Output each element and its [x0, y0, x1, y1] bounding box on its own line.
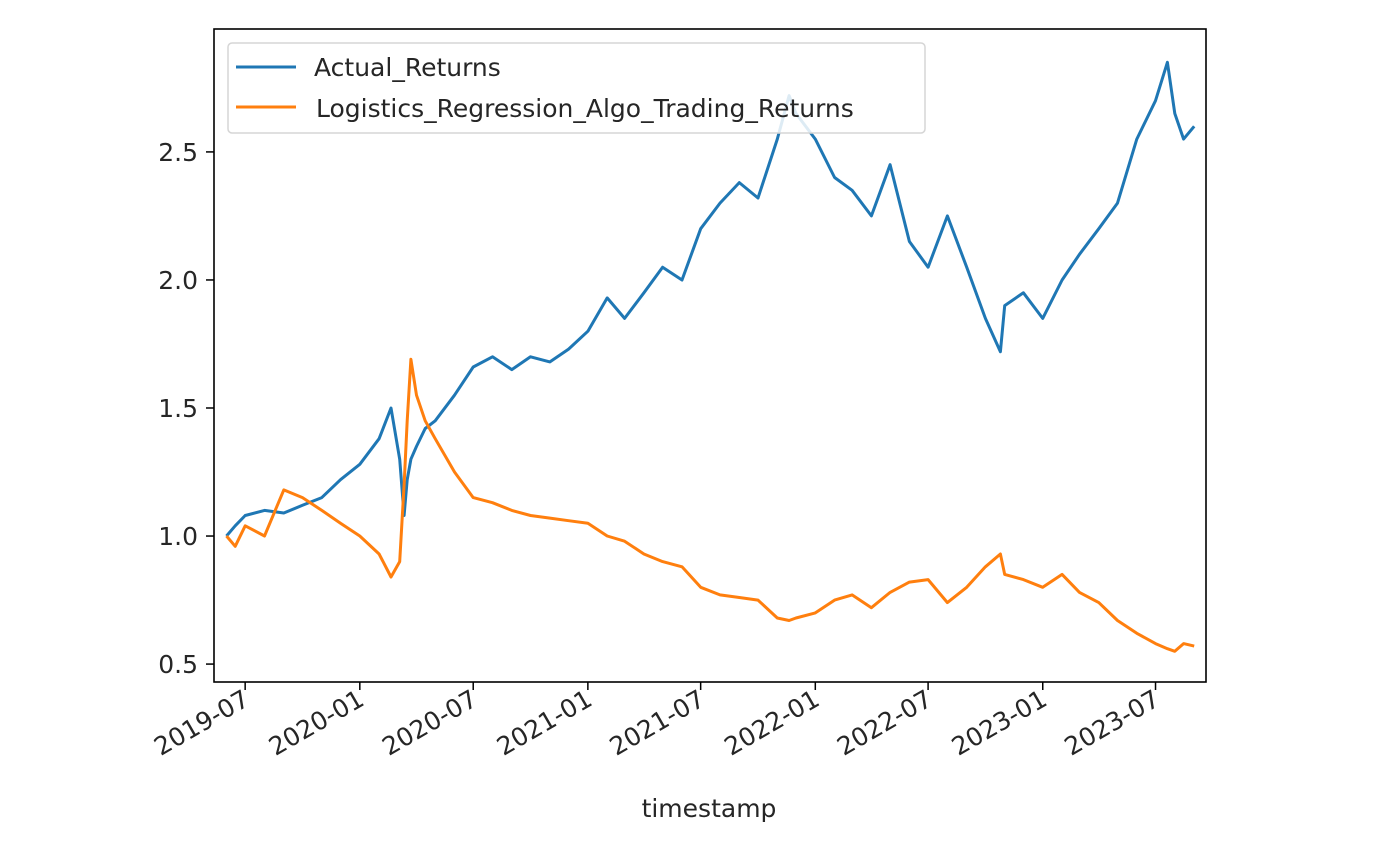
y-tick-label: 2.5	[158, 138, 198, 167]
x-axis-label: timestamp	[642, 794, 777, 823]
plot-frame	[213, 28, 1207, 683]
y-tick-label: 0.5	[158, 650, 198, 679]
legend-box	[227, 42, 926, 134]
legend: Actual_Returns Logistics_Regression_Algo…	[227, 42, 926, 134]
y-tick-label: 2.0	[158, 266, 198, 295]
y-tick-label: 1.0	[158, 522, 198, 551]
legend-label-actual-returns: Actual_Returns	[314, 53, 501, 82]
series-line-0	[225, 60, 1196, 537]
series-lines	[225, 60, 1196, 653]
series-line-1	[225, 357, 1195, 653]
y-axis: 0.5 1.0 1.5 2.0 2.5	[158, 138, 214, 679]
y-tick-label: 1.5	[158, 394, 198, 423]
legend-label-algo-returns: Logistics_Regression_Algo_Trading_Return…	[316, 94, 854, 123]
